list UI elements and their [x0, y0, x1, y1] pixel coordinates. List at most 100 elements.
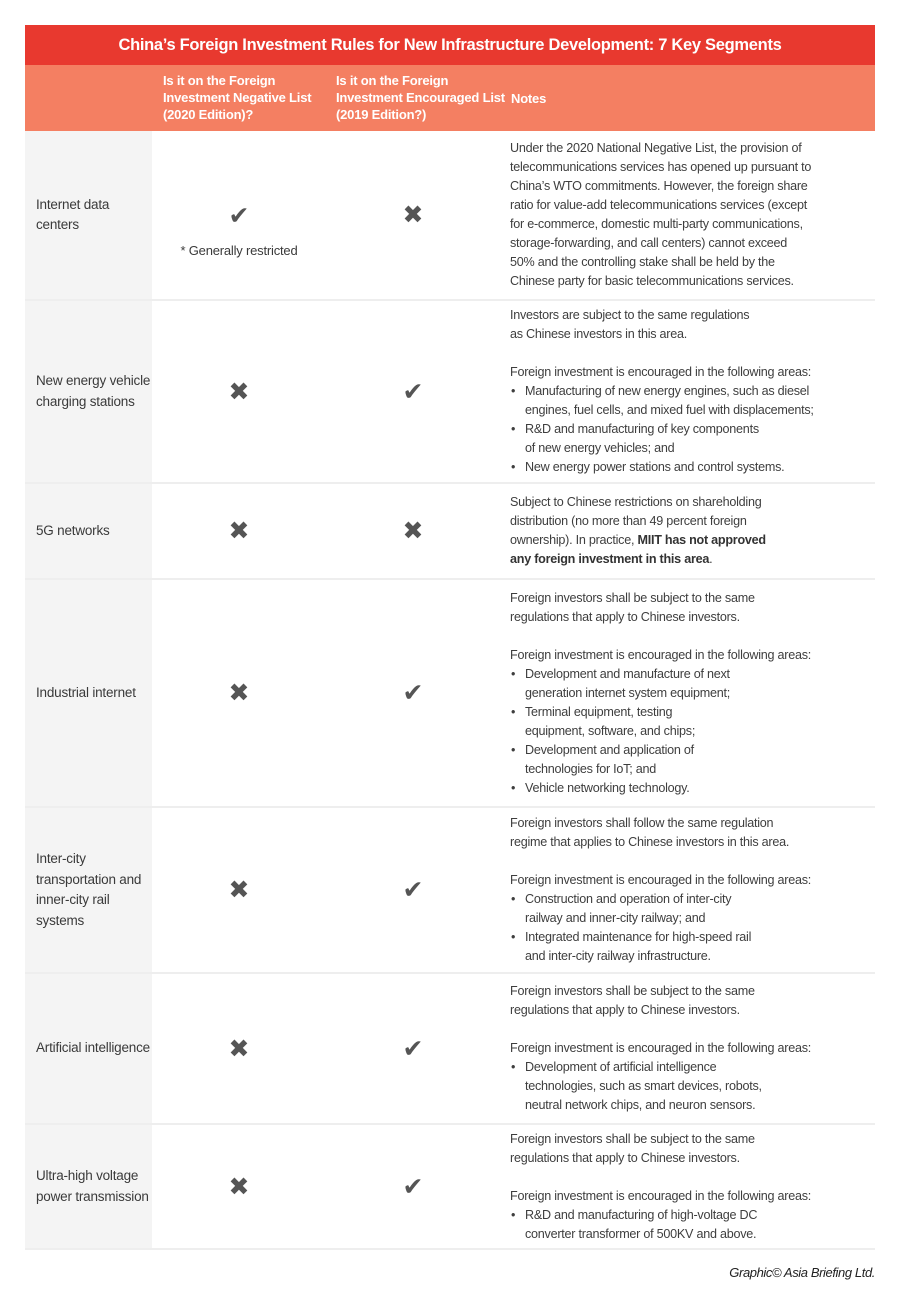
note-line: technologies, such as smart devices, rob…	[525, 1079, 762, 1093]
note-line: Foreign investors shall be subject to th…	[510, 1131, 755, 1146]
note-line: for e-commerce, domestic multi-party com…	[510, 217, 803, 231]
note-paragraph: Under the 2020 National Negative List, t…	[510, 139, 875, 291]
note-line: Manufacturing of new energy engines, suc…	[525, 384, 810, 398]
note-line: any foreign investment in this area.	[510, 550, 875, 569]
note-line: regulations that apply to Chinese invest…	[510, 609, 740, 624]
note-line: Foreign investment is encouraged in the …	[510, 647, 812, 662]
bullet-icon: •	[511, 780, 516, 795]
paragraph-gap	[510, 344, 875, 363]
encouraged-list-cell: ✖	[326, 484, 500, 578]
bullet-item: • Terminal equipment, testing equipment, s…	[510, 703, 875, 741]
note-line: Terminal equipment, testing	[525, 704, 673, 719]
bullet-icon: •	[511, 666, 516, 681]
table-header-row: Is it on the Foreign Investment Negative…	[25, 65, 875, 131]
note-line: converter transformer of 500KV and above…	[525, 1226, 757, 1241]
note-line: Under the 2020 National Negative List, t…	[510, 141, 802, 155]
note-line: engines, fuel cells, and mixed fuel with…	[525, 403, 814, 417]
note-line: Foreign investment is encouraged in the …	[510, 365, 812, 379]
bullet-item: • Manufacturing of new energy engines, su…	[510, 382, 875, 420]
note-line: railway and inner-city railway; and	[525, 911, 706, 925]
note-paragraph: Foreign investment is encouraged in the …	[510, 871, 875, 890]
header-notes: Notes	[511, 91, 547, 106]
note-paragraph: Subject to Chinese restrictions on share…	[510, 493, 875, 569]
bullet-icon: •	[511, 1207, 516, 1222]
note-line: Foreign investors shall be subject to th…	[510, 590, 755, 605]
note-line: Foreign investment is encouraged in the …	[510, 873, 812, 887]
bullet-item: • R&D and manufacturing of key components…	[510, 420, 875, 458]
negative-list-cell: ✔ * Generally restricted	[152, 131, 326, 299]
table-row: Ultra-high voltage power transmission ✖ ✔ F…	[25, 1125, 875, 1250]
cross-icon: ✖	[228, 377, 250, 406]
segment-name: Industrial internet	[25, 580, 152, 806]
checkmark-icon: ✔	[402, 679, 424, 707]
note-line: technologies for IoT; and	[525, 761, 656, 776]
bullet-icon: •	[511, 892, 516, 906]
encouraged-list-cell: ✔	[326, 580, 500, 806]
segment-name: Inter-city transportation and inner-city…	[25, 808, 152, 972]
bullet-icon: •	[511, 460, 516, 474]
note-line: China’s WTO commitments. However, the fo…	[510, 179, 808, 193]
negative-list-cell: ✖	[152, 580, 326, 806]
note-line: and inter-city railway infrastructure.	[525, 949, 711, 963]
note-line: Foreign investors shall follow the same …	[510, 816, 774, 830]
cross-icon: ✖	[228, 1172, 250, 1201]
negative-list-cell: ✖	[152, 808, 326, 972]
note-line: generation internet system equipment;	[525, 685, 730, 700]
encouraged-list-cell: ✔	[326, 1125, 500, 1248]
note-line: Development of artificial intelligence	[525, 1060, 717, 1074]
note-line: telecommunications services has opened u…	[510, 160, 812, 174]
note-line: R&D and manufacturing of high-voltage DC	[525, 1207, 758, 1222]
paragraph-gap	[510, 1020, 875, 1039]
note-line: Integrated maintenance for high-speed ra…	[525, 930, 752, 944]
encouraged-list-cell: ✔	[326, 808, 500, 972]
notes-cell: Subject to Chinese restrictions on share…	[500, 484, 875, 578]
encouraged-list-cell: ✖	[326, 131, 500, 299]
table-row: 5G networks ✖ ✖ Subject to Chinese restrict…	[25, 484, 875, 580]
bullet-item: • Development and application of technolog…	[510, 741, 875, 779]
checkmark-icon: ✔	[402, 1034, 424, 1063]
bullet-item: • Development and manufacture of next gene…	[510, 665, 875, 703]
notes-cell: Under the 2020 National Negative List, t…	[500, 131, 875, 299]
bullet-item: • New energy power stations and control s…	[510, 458, 875, 477]
note-line: Vehicle networking technology.	[525, 780, 690, 795]
negative-list-cell: ✖	[152, 1125, 326, 1248]
negative-list-cell: ✖	[152, 301, 326, 482]
note-paragraph: Foreign investors shall be subject to th…	[510, 982, 875, 1020]
note-text: .	[709, 552, 713, 566]
note-paragraph: Foreign investment is encouraged in the …	[510, 646, 875, 665]
checkmark-icon: ✔	[402, 377, 424, 406]
note-line: Foreign investment is encouraged in the …	[510, 1041, 812, 1055]
note-line: of new energy vehicles; and	[525, 441, 675, 455]
bullet-item: • Development of artificial intelligence t…	[510, 1058, 875, 1115]
notes-cell: Foreign investors shall be subject to th…	[500, 1125, 875, 1248]
note-paragraph: Foreign investment is encouraged in the …	[510, 1039, 875, 1058]
bullet-icon: •	[511, 1060, 516, 1074]
paragraph-gap	[510, 852, 875, 871]
bullet-item: • Vehicle networking technology.	[510, 779, 875, 798]
notes-cell: Investors are subject to the same regula…	[500, 301, 875, 482]
cross-icon: ✖	[228, 679, 250, 707]
header-negative-list: Is it on the Foreign Investment Negative…	[163, 73, 312, 122]
checkmark-icon: ✔	[402, 876, 424, 904]
cross-icon: ✖	[402, 517, 424, 545]
notes-cell: Foreign investors shall be subject to th…	[500, 974, 875, 1123]
segment-name: Internet data centers	[25, 131, 152, 299]
bullet-item: • Integrated maintenance for high-speed r…	[510, 928, 875, 966]
encouraged-list-cell: ✔	[326, 301, 500, 482]
note-line: Foreign investors shall be subject to th…	[510, 984, 755, 998]
note-line: Foreign investment is encouraged in the …	[510, 1188, 812, 1203]
segment-name: 5G networks	[25, 484, 152, 578]
note-line: storage-forwarding, and call centers) ca…	[510, 236, 788, 250]
table-row: Internet data centers ✔ * Generally restri…	[25, 131, 875, 301]
note-line: Development and application of	[525, 742, 694, 757]
encouraged-list-cell: ✔	[326, 974, 500, 1123]
table-title: China’s Foreign Investment Rules for New…	[25, 25, 875, 65]
cross-icon: ✖	[228, 1034, 250, 1063]
note-line: New energy power stations and control sy…	[525, 460, 785, 474]
note-line: Investors are subject to the same regula…	[510, 308, 750, 322]
note-paragraph: Foreign investment is encouraged in the …	[510, 1187, 875, 1206]
note-paragraph: Foreign investment is encouraged in the …	[510, 363, 875, 382]
note-paragraph: Foreign investors shall be subject to th…	[510, 589, 875, 627]
note-emphasis: any foreign investment in this area	[510, 552, 710, 566]
checkmark-icon: ✔	[402, 1172, 424, 1201]
